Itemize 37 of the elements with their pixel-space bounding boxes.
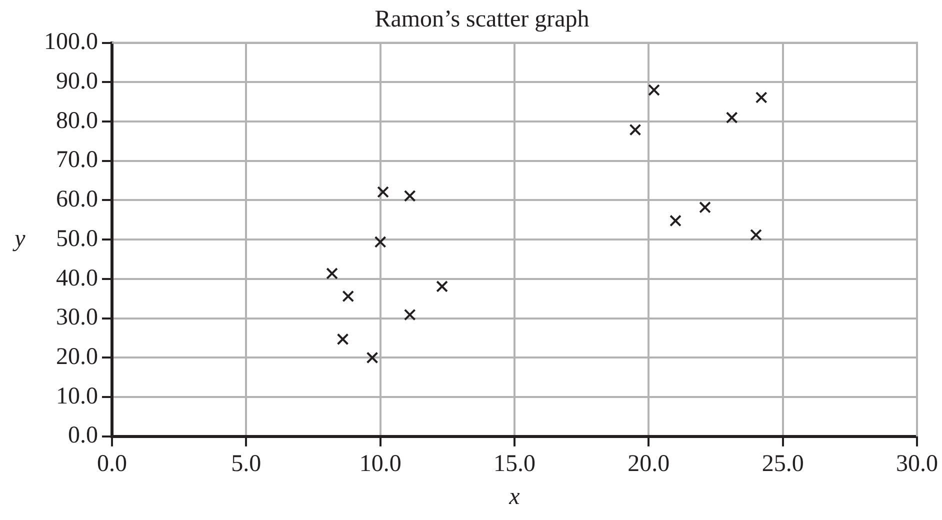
point [629,124,642,136]
x-tick-label: 15.0 [494,451,536,478]
point [342,290,354,302]
y-tick-label: 80.0 [56,108,98,134]
point [377,186,389,198]
point [726,112,738,124]
y-tick-label: 20.0 [56,344,98,370]
x-tick-label: 5.0 [231,451,262,478]
chart-title: Ramon’s scatter graph [374,6,590,33]
x-tick-label: 0.0 [97,451,127,478]
point [404,308,416,321]
y-tick-label: 70.0 [56,147,98,174]
y-tick-label: 90.0 [56,68,98,94]
y-tick-label: 0.0 [68,422,98,449]
x-axis-title: x [508,484,520,510]
point [648,84,660,96]
y-axis-title: y [12,226,26,252]
x-tick-label: 25.0 [762,451,804,478]
x-tick-label: 30.0 [896,451,938,478]
point [374,236,386,248]
point [699,201,711,214]
point [670,214,682,227]
y-tick-label: 30.0 [56,304,98,331]
x-tick-label: 10.0 [359,451,402,478]
y-tick-label: 10.0 [56,383,98,410]
point [336,333,349,346]
point [436,280,448,292]
point [326,268,338,280]
x-tick-label: 20.0 [628,451,670,478]
point [755,92,768,104]
y-tick-label: 50.0 [56,226,98,252]
y-tick-label: 100.0 [44,29,98,56]
y-tick-label: 40.0 [56,265,98,292]
y-tick-label: 60.0 [56,186,98,213]
point [366,352,378,364]
point [750,228,762,241]
point [404,190,416,202]
